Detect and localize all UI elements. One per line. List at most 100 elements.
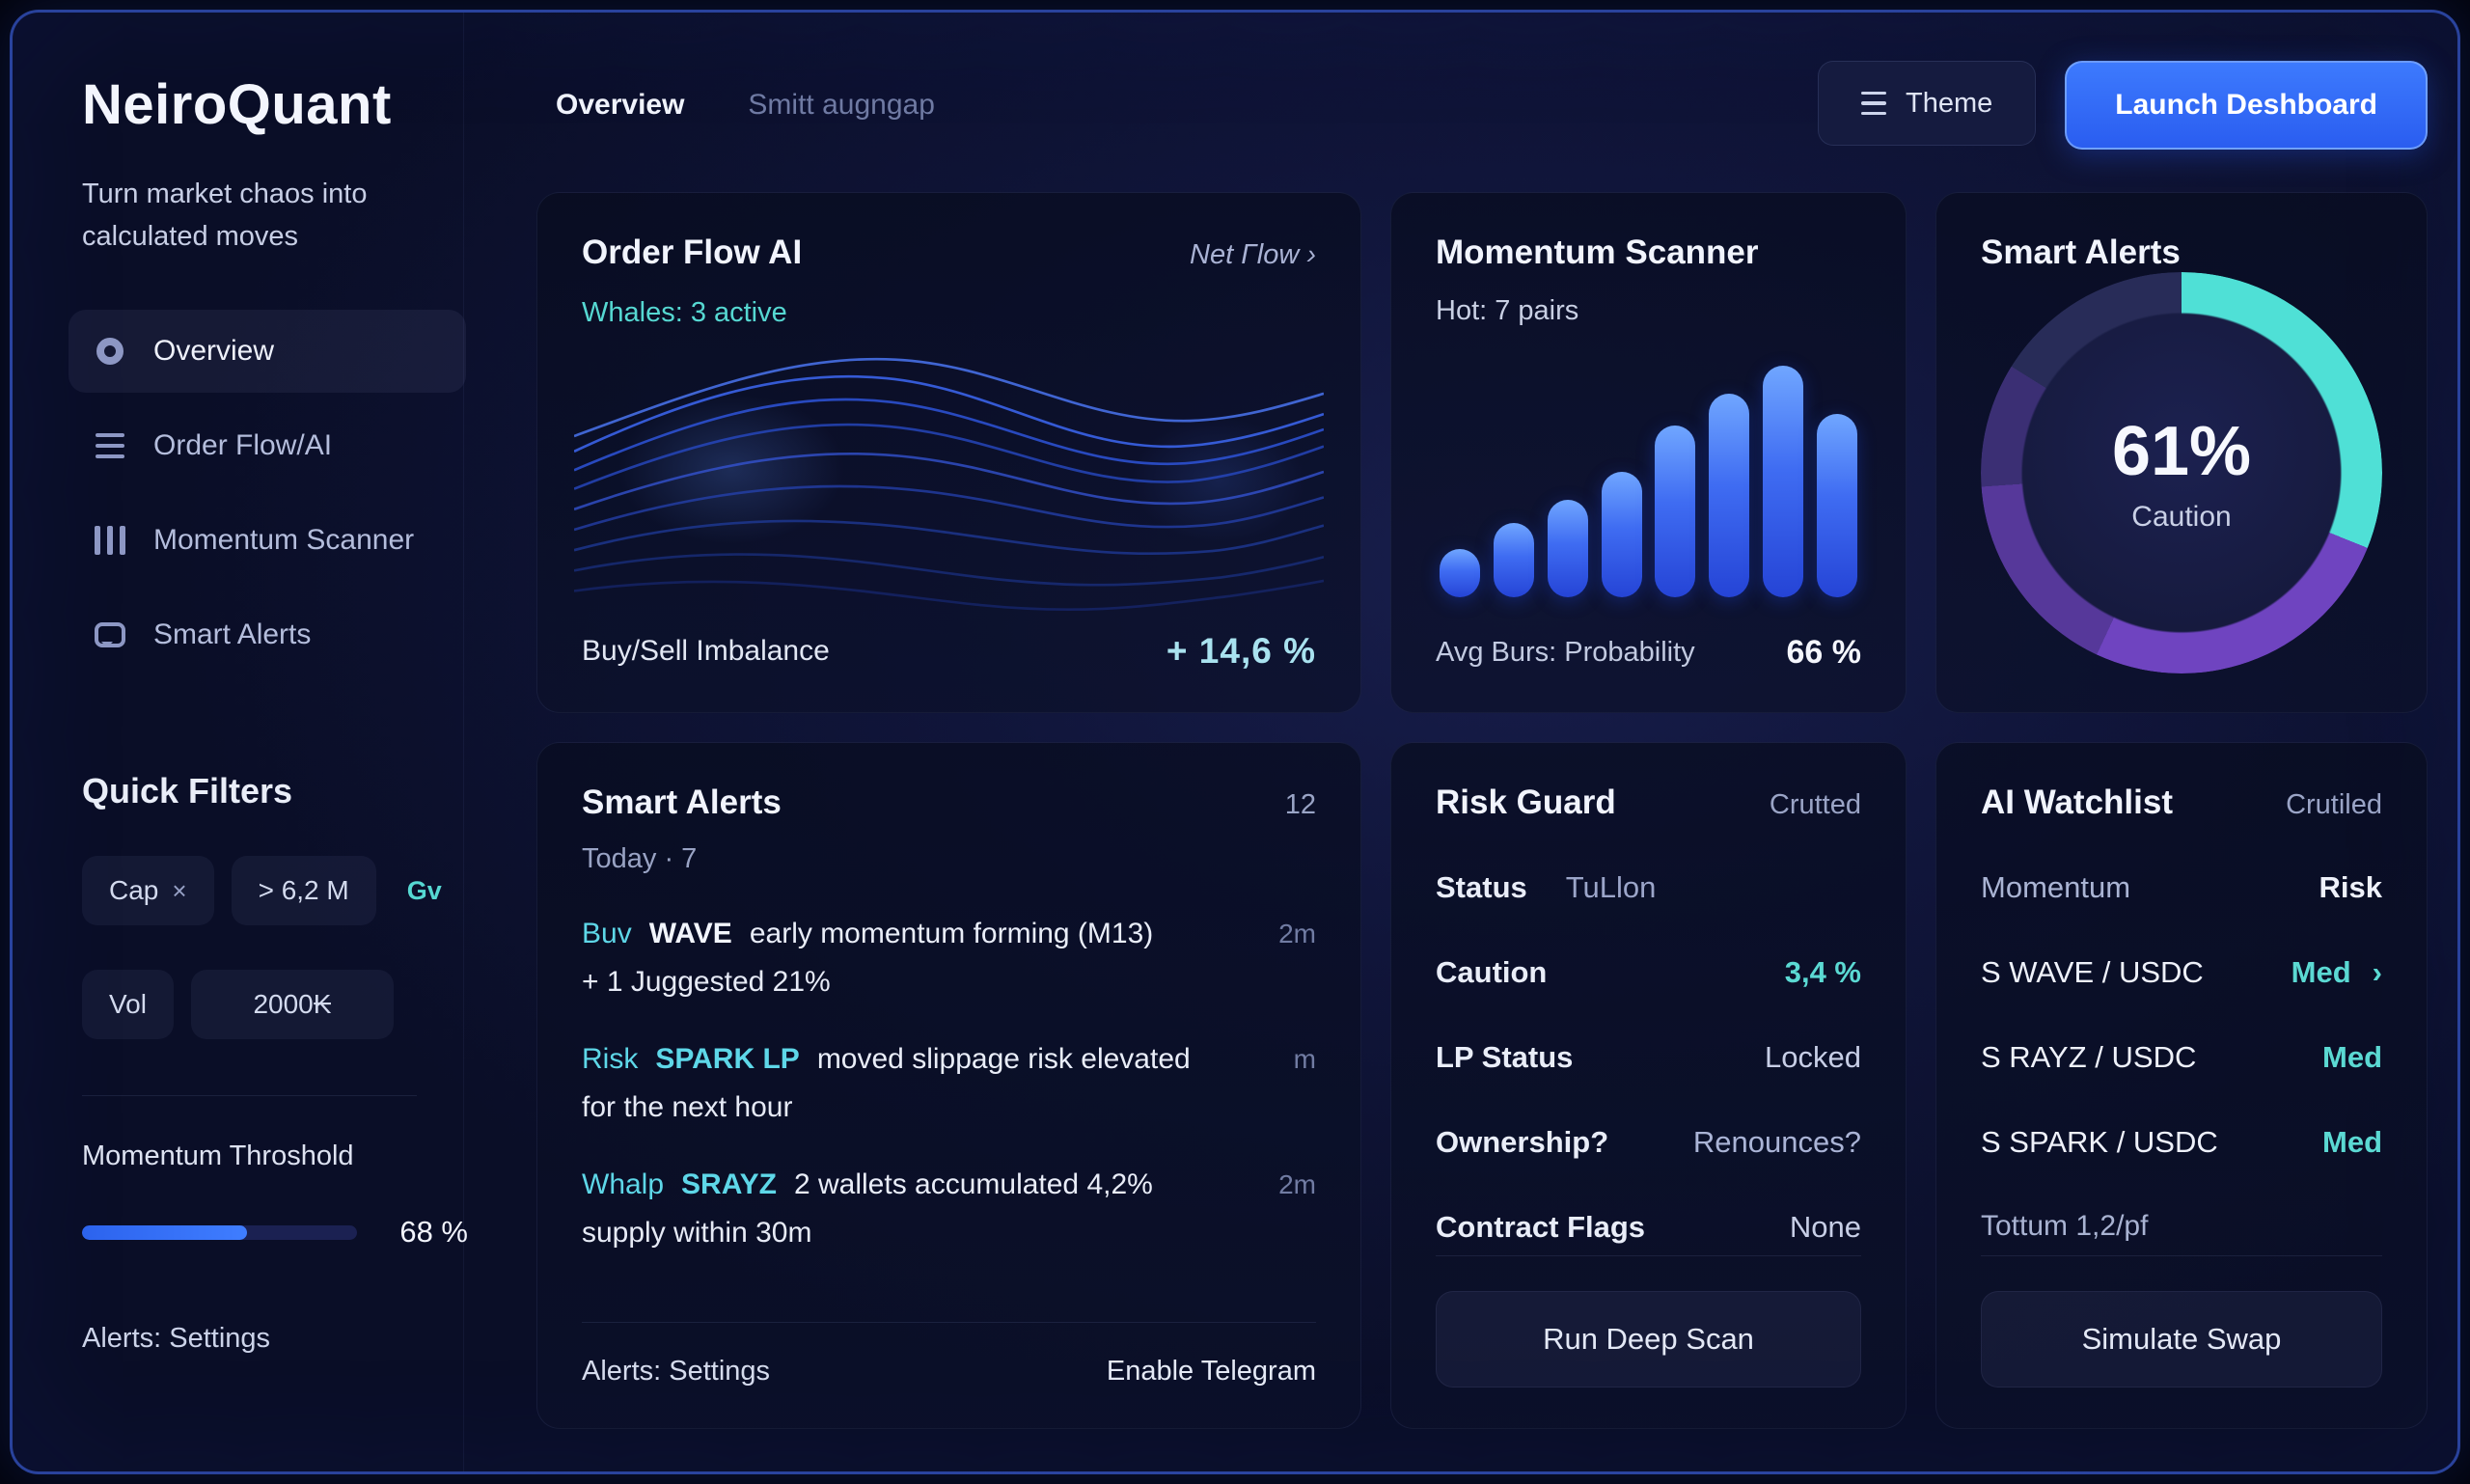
quick-filter-row-cap: Cap × > 6,2 M Gv <box>82 856 463 925</box>
probability-value: 66 % <box>1786 634 1862 671</box>
momentum-bar <box>1709 393 1750 597</box>
gauge-card-title: Smart Alerts <box>1981 234 2181 271</box>
enable-telegram-link[interactable]: Enable Telegram <box>1106 1356 1316 1387</box>
momentum-bar-chart <box>1436 327 1861 601</box>
risk-gauge: 61% Caution <box>1981 272 2382 673</box>
order-flow-wave-chart <box>574 343 1339 623</box>
smart-alerts-gauge-card: Smart Alerts 61% Caution <box>1935 192 2428 713</box>
main-area: Overview Smitt augngap Theme Launch Desh… <box>464 13 2457 1471</box>
threshold-value: 68 % <box>399 1215 468 1249</box>
vertical-bars-icon <box>94 526 126 555</box>
launch-dashboard-button[interactable]: Launch Deshboard <box>2065 61 2428 150</box>
quick-filters-title: Quick Filters <box>82 771 293 811</box>
top-tabs: Overview Smitt augngap <box>556 89 935 122</box>
sidebar-alerts-settings-link[interactable]: Alerts: Settings <box>82 1323 271 1354</box>
whales-status: Whales: 3 active <box>582 297 787 328</box>
alert-symbol: SPARK LP <box>655 1043 800 1075</box>
remove-filter-icon[interactable]: × <box>172 875 187 905</box>
sidebar-item-label: Smart Alerts <box>153 618 312 650</box>
sidebar-item-label: Order Flow/AI <box>153 429 333 461</box>
order-flow-title: Order Flow AI <box>582 234 803 271</box>
dashboard-grid: Order Flow AI Net Γlow › Whales: 3 activ… <box>536 192 2428 1429</box>
alerts-subtitle: Today · 7 <box>582 843 698 874</box>
alert-text: 2 wallets accumulated 4,2% <box>793 1168 1153 1200</box>
net-flow-link[interactable]: Net Γlow › <box>1190 239 1316 270</box>
alerts-list: Buv WAVE early momentum forming (M13) 2m… <box>582 918 1316 1250</box>
risk-row-ownership: Ownership? Renounces? <box>1436 1125 1861 1159</box>
watchlist-row-spark[interactable]: S SPARK / USDC Med <box>1981 1125 2382 1159</box>
alert-text: moved slippage risk elevated <box>816 1043 1191 1075</box>
momentum-bar <box>1816 414 1857 597</box>
menu-lines-icon <box>94 433 126 458</box>
risk-guard-title: Risk Guard <box>1436 783 1616 821</box>
watchlist-title: AI Watchlist <box>1981 783 2173 821</box>
momentum-threshold-control: 68 % <box>82 1215 468 1250</box>
top-bar: Overview Smitt augngap Theme Launch Desh… <box>536 61 2428 150</box>
risk-row-contract-flags: Contract Flags None <box>1436 1210 1861 1244</box>
sidebar: NeiroQuant Turn market chaos into calcul… <box>13 13 468 1471</box>
alert-detail: + 1 Juggested 21% <box>582 966 831 998</box>
probability-label: Avg Burs: Probability <box>1436 637 1695 668</box>
vol-filter-chip[interactable]: Vol <box>82 970 174 1039</box>
wave-lines-svg <box>574 357 1324 612</box>
tab-smitt-augngap[interactable]: Smitt augngap <box>748 89 935 121</box>
watchlist-row-rayz[interactable]: S RAYZ / USDC Med <box>1981 1040 2382 1074</box>
risk-guard-rows: Status TuLlon Caution 3,4 % LP Status Lo… <box>1436 870 1861 1245</box>
momentum-bar <box>1440 548 1480 597</box>
quick-filter-row-vol: Vol 2000₭ <box>82 970 463 1039</box>
threshold-slider[interactable] <box>82 1224 358 1240</box>
alert-item[interactable]: Whalp SRAYZ 2 wallets accumulated 4,2% 2… <box>582 1168 1316 1250</box>
smart-alerts-list-card: Smart Alerts 12 Today · 7 Buv WAVE early… <box>536 742 1361 1429</box>
watchlist-divider <box>1981 1255 2382 1256</box>
watchlist-row-wave[interactable]: S WAVE / USDC Med › <box>1981 955 2382 989</box>
imbalance-value: + 14,6 % <box>1166 631 1316 671</box>
cap-filter-chip[interactable]: Cap × <box>82 856 214 925</box>
app-tagline: Turn market chaos into calculated moves <box>82 179 368 252</box>
alert-text: early momentum forming (M13) <box>749 918 1154 949</box>
gauge-ring <box>1981 272 2382 673</box>
sidebar-item-smart-alerts[interactable]: Smart Alerts <box>69 593 466 676</box>
alert-symbol: SRAYZ <box>681 1168 777 1200</box>
imbalance-label: Buy/Sell Imbalance <box>582 635 830 667</box>
theme-lines-icon <box>1861 91 1887 116</box>
sidebar-item-label: Overview <box>153 335 275 367</box>
vol-value-chip[interactable]: 2000₭ <box>190 970 394 1039</box>
radio-circle-icon <box>94 338 126 365</box>
gv-link[interactable]: Gv <box>406 875 442 905</box>
risk-row-lp-status: LP Status Locked <box>1436 1040 1861 1074</box>
gauge-value: 61% <box>2111 413 2252 490</box>
alert-symbol: WAVE <box>648 918 732 949</box>
cap-range-chip[interactable]: > 6,2 M <box>231 856 376 925</box>
momentum-bar <box>1601 472 1642 597</box>
watchlist-rows: Momentum Risk S WAVE / USDC Med › S RAYZ… <box>1981 870 2382 1160</box>
hot-pairs-label: Hot: 7 pairs <box>1436 295 1579 326</box>
tab-overview[interactable]: Overview <box>556 89 685 121</box>
order-flow-card: Order Flow AI Net Γlow › Whales: 3 activ… <box>536 192 1361 713</box>
sidebar-item-momentum-scanner[interactable]: Momentum Scanner <box>69 499 466 582</box>
watchlist-note: Tottum 1,2/pf <box>1981 1210 2149 1242</box>
alert-item[interactable]: Buv WAVE early momentum forming (M13) 2m… <box>582 918 1316 999</box>
alert-time: 2m <box>1278 919 1316 948</box>
alert-time: 2m <box>1278 1169 1316 1199</box>
momentum-bar <box>1655 426 1696 597</box>
app-logo: NeiroQuant <box>82 73 392 136</box>
sidebar-item-order-flow[interactable]: Order Flow/AI <box>69 404 466 487</box>
momentum-bar <box>1493 523 1534 597</box>
sidebar-nav: Overview Order Flow/AI Momentum Scanner … <box>69 310 466 676</box>
sidebar-item-overview[interactable]: Overview <box>69 310 466 393</box>
simulate-swap-button[interactable]: Simulate Swap <box>1981 1291 2382 1388</box>
alert-tag: Buv <box>582 918 632 949</box>
chevron-right-icon[interactable]: › <box>2372 955 2382 989</box>
momentum-bar <box>1763 366 1804 597</box>
alert-item[interactable]: Risk SPARK LP moved slippage risk elevat… <box>582 1043 1316 1124</box>
risk-row-caution: Caution 3,4 % <box>1436 955 1861 989</box>
momentum-title: Momentum Scanner <box>1436 234 1759 271</box>
theme-button[interactable]: Theme <box>1818 61 2037 146</box>
alerts-settings-link[interactable]: Alerts: Settings <box>582 1356 771 1387</box>
sidebar-item-label: Momentum Scanner <box>153 524 415 556</box>
alerts-title: Smart Alerts <box>582 783 782 821</box>
run-deep-scan-button[interactable]: Run Deep Scan <box>1436 1291 1861 1388</box>
risk-guard-card: Risk Guard Crutted Status TuLlon Caution… <box>1390 742 1907 1429</box>
alert-time: m <box>1293 1044 1316 1074</box>
momentum-threshold-label: Momentum Throshold <box>82 1140 354 1171</box>
